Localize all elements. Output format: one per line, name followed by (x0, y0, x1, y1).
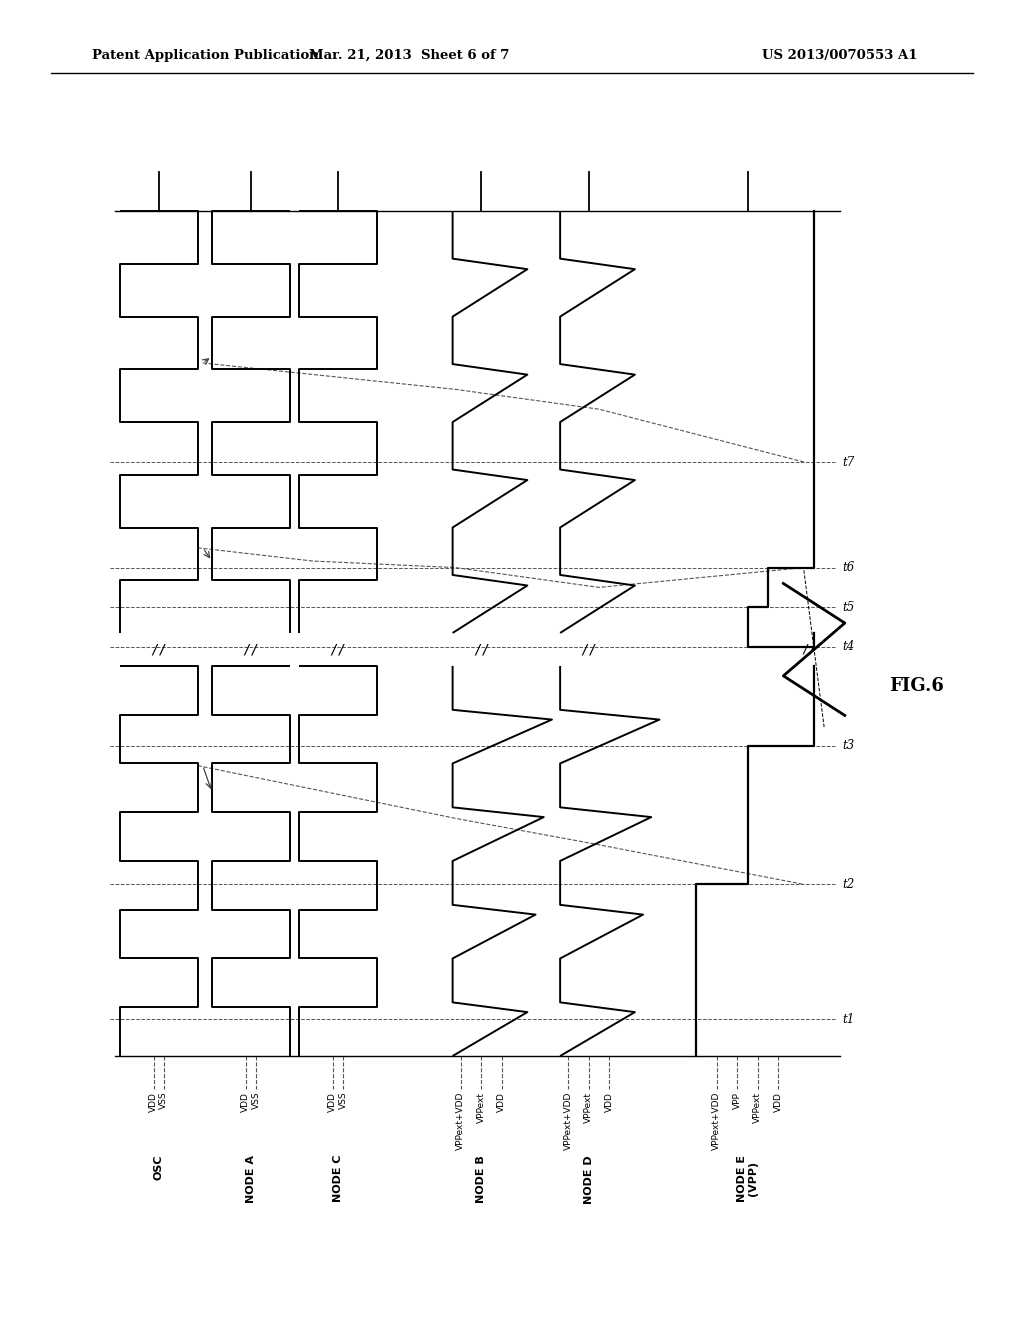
Text: VPPext: VPPext (585, 1092, 593, 1122)
Text: t5: t5 (843, 601, 855, 614)
Text: //: // (243, 643, 259, 656)
Text: VDD: VDD (605, 1092, 613, 1111)
Text: //: // (473, 643, 489, 656)
Text: VDD: VDD (774, 1092, 782, 1111)
Text: t4: t4 (843, 640, 855, 653)
Text: NODE D: NODE D (584, 1155, 594, 1204)
Text: Patent Application Publication: Patent Application Publication (92, 49, 318, 62)
Text: US 2013/0070553 A1: US 2013/0070553 A1 (762, 49, 918, 62)
Text: VPPext+VDD: VPPext+VDD (564, 1092, 572, 1150)
Text: NODE C: NODE C (333, 1155, 343, 1203)
Text: //: // (151, 643, 167, 656)
Text: t3: t3 (843, 739, 855, 752)
Text: //: // (330, 643, 346, 656)
Text: t6: t6 (843, 561, 855, 574)
Text: Mar. 21, 2013  Sheet 6 of 7: Mar. 21, 2013 Sheet 6 of 7 (309, 49, 510, 62)
Text: t1: t1 (843, 1012, 855, 1026)
Text: //: // (802, 643, 816, 656)
Text: FIG.6: FIG.6 (889, 677, 944, 696)
Text: t2: t2 (843, 878, 855, 891)
Text: VDD: VDD (329, 1092, 337, 1111)
Text: VDD: VDD (150, 1092, 158, 1111)
Text: t7: t7 (843, 455, 855, 469)
Text: NODE B: NODE B (476, 1155, 486, 1203)
Text: VDD: VDD (242, 1092, 250, 1111)
Text: VPPext+VDD: VPPext+VDD (713, 1092, 721, 1150)
Text: VSS: VSS (252, 1092, 260, 1109)
Text: VPP: VPP (733, 1092, 741, 1109)
Text: VDD: VDD (498, 1092, 506, 1111)
Text: VSS: VSS (160, 1092, 168, 1109)
Text: //: // (581, 643, 597, 656)
Text: VPPext: VPPext (477, 1092, 485, 1122)
Text: NODE A: NODE A (246, 1155, 256, 1203)
Text: NODE E
(VPP): NODE E (VPP) (736, 1155, 759, 1203)
Text: VSS: VSS (339, 1092, 347, 1109)
Text: OSC: OSC (154, 1155, 164, 1180)
Text: VPPext+VDD: VPPext+VDD (457, 1092, 465, 1150)
Text: VPPext: VPPext (754, 1092, 762, 1122)
